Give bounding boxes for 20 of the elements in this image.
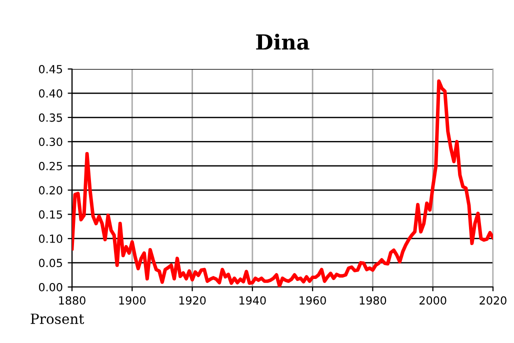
x-tick-label: 1940 <box>240 296 266 305</box>
y-tick-label: 0.00 <box>38 282 62 292</box>
y-tick-label: 0.20 <box>38 186 62 194</box>
y-tick-label: 0.05 <box>38 258 62 268</box>
y-tick-label: 0.40 <box>38 89 62 98</box>
x-tick-label: 2020 <box>480 296 506 305</box>
y-tick-label: 0.45 <box>38 64 62 74</box>
y-tick-label: 0.30 <box>38 138 62 146</box>
x-tick-label: 1980 <box>360 296 386 305</box>
chart-title: Dina <box>256 34 310 50</box>
x-tick-label: 1900 <box>119 296 146 305</box>
x-tick-label: 2000 <box>420 296 446 305</box>
text: Prosent <box>30 314 84 324</box>
x-tick-label: 1960 <box>300 296 326 305</box>
x-tick-label: 1880 <box>59 296 86 305</box>
y-tick-label: 0.25 <box>38 162 62 170</box>
y-tick-label: 0.10 <box>38 234 62 243</box>
x-tick-label: 1920 <box>179 296 206 305</box>
y-tick-label: 0.35 <box>38 113 62 122</box>
y-tick-label: 0.15 <box>38 210 62 219</box>
